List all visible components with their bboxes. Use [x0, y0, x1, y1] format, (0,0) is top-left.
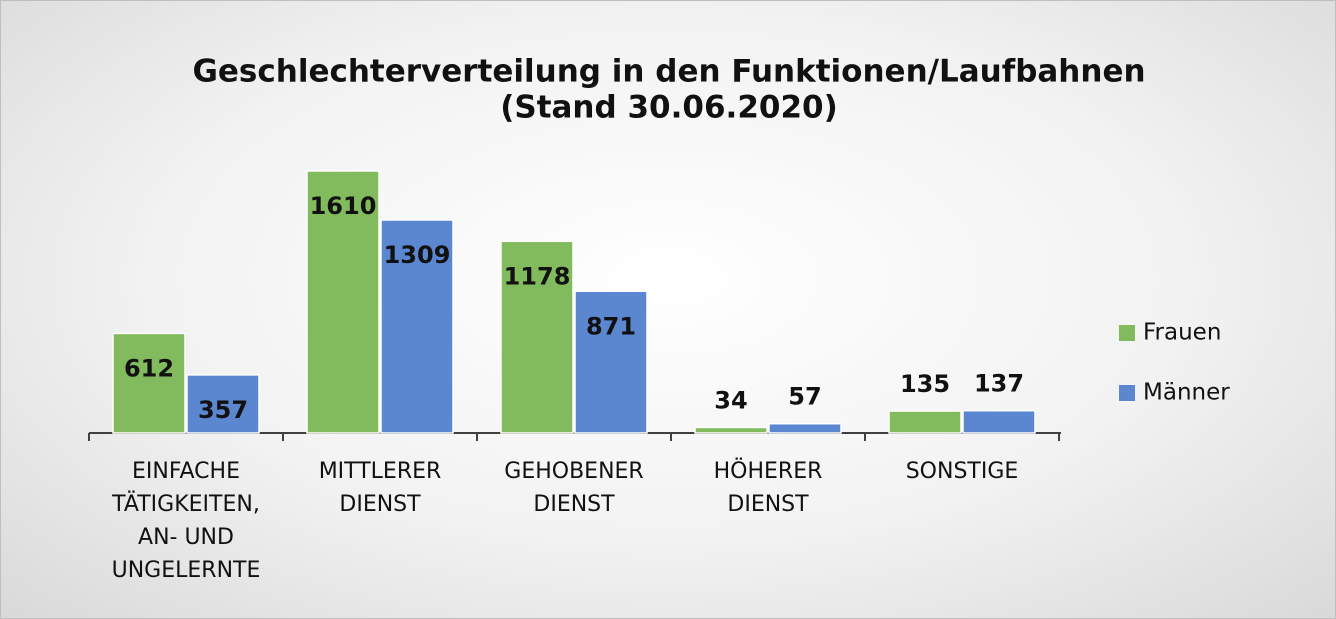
data-label: 871: [586, 312, 636, 340]
bar: [768, 422, 842, 434]
legend-swatch: [1119, 325, 1135, 341]
legend-swatch: [1119, 385, 1135, 401]
bar: [500, 240, 574, 434]
x-tick-label: GEHOBENER DIENST: [504, 459, 644, 517]
data-label: 34: [714, 386, 747, 414]
bar: [694, 426, 768, 434]
data-label: 1178: [504, 262, 571, 290]
data-label: 1610: [310, 192, 377, 220]
data-label: 612: [124, 354, 174, 382]
x-tick-label: MITTLERER DIENST: [318, 459, 442, 517]
data-label: 57: [788, 383, 821, 411]
data-label: 135: [900, 370, 950, 398]
chart-title: Geschlechterverteilung in den Funktionen…: [192, 54, 1145, 90]
bar: [112, 332, 186, 434]
x-tick-label: SONSTIGE: [905, 459, 1019, 484]
x-tick-label: EINFACHE TÄTIGKEITEN, AN- UND UNGELERNTE: [111, 459, 261, 583]
data-label: 137: [974, 370, 1024, 398]
legend-label: Frauen: [1143, 320, 1221, 346]
bar: [888, 410, 962, 434]
bar: [574, 290, 648, 434]
bar: [306, 170, 380, 434]
bar: [962, 409, 1036, 434]
bar: [380, 219, 454, 434]
data-label: 1309: [384, 241, 451, 269]
bar: [186, 374, 260, 434]
chart-subtitle: (Stand 30.06.2020): [500, 90, 838, 126]
x-tick-label: HÖHERER DIENST: [713, 459, 823, 517]
legend-label: Männer: [1143, 380, 1230, 406]
data-label: 357: [198, 396, 248, 424]
